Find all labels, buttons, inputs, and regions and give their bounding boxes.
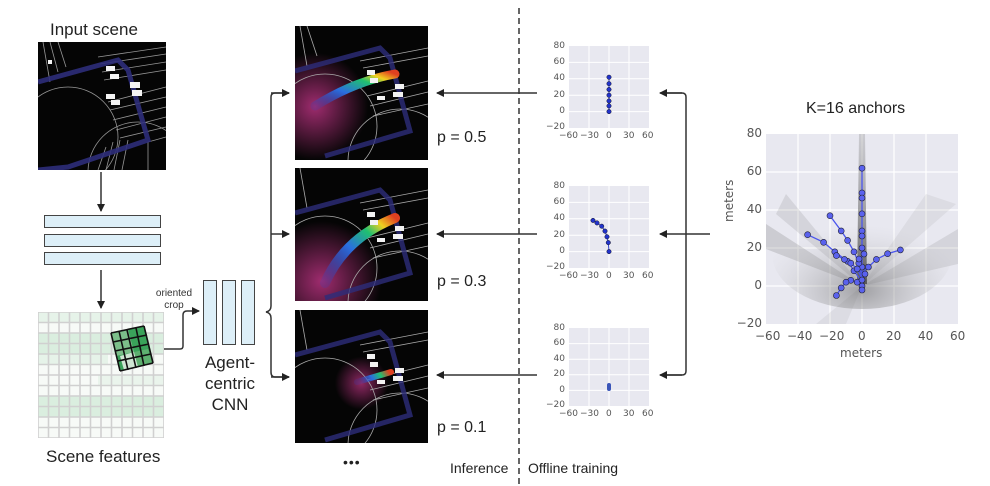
cnn-layer-2 [222,280,236,345]
anchor-plot-title: K=16 anchors [806,100,906,117]
prediction-image-3 [295,310,428,443]
ytick: −20 [736,316,762,330]
ytick: 40 [746,202,762,216]
xtick: 0 [606,409,612,419]
xtick: 30 [623,271,635,281]
anchor-overview-plot [766,134,958,324]
xtick: 60 [642,131,654,141]
xtick: −60 [559,131,578,141]
encoder-layer-1 [44,215,161,228]
cnn-label-line1: Agent- [204,353,256,372]
ytick: 0 [559,246,565,256]
inference-label: Inference [450,460,509,476]
xtick: −60 [559,409,578,419]
ytick: 0 [559,385,565,395]
xtick: −30 [580,271,599,281]
cnn-label-line3: CNN [211,395,249,414]
cnn-label: Agent- centric CNN [196,352,264,415]
cnn-label-line2: centric [204,374,256,393]
ytick: −20 [546,262,565,272]
xtick: 30 [623,131,635,141]
ytick: 40 [553,354,565,364]
encoder-layer-3 [44,252,161,265]
ytick: −20 [546,122,565,132]
offline-training-label: Offline training [528,460,619,476]
ytick: 80 [553,41,565,51]
xtick: −30 [580,131,599,141]
ytick: 40 [553,73,565,83]
input-scene-title: Input scene [50,20,138,39]
encoder-layer-2 [44,234,161,247]
anchor-plot-1-graphic [569,46,649,128]
xtick: 0 [858,329,866,343]
brace-cnn-outputs [265,92,289,378]
prediction-heatmap-3 [295,310,428,443]
xtick: 60 [642,409,654,419]
xtick: 20 [886,329,902,343]
anchor-plot-3-graphic [569,328,649,406]
anchor-plot-ticks: 80 60 40 20 0 −20 −60 −40 −20 0 20 40 60 [720,126,966,346]
prediction-image-1 [295,26,428,160]
scene-features-title: Scene features [46,447,161,466]
xtick: −60 [755,329,781,343]
arrow-crop-to-cnn [150,307,200,350]
crop-label-line2: crop [164,300,184,311]
ytick: 80 [553,323,565,333]
ytick: 0 [559,106,565,116]
anchor-plot-2 [530,178,660,288]
anchor-plot-3 [530,320,660,430]
xtick: 30 [623,409,635,419]
ytick: 60 [746,164,762,178]
ytick: 40 [553,213,565,223]
ytick: 60 [553,57,565,67]
anchor-plot-2-graphic [569,186,649,268]
ytick: 20 [746,240,762,254]
ytick: 80 [553,181,565,191]
xtick: −60 [559,271,578,281]
anchor-plot-1-ticks: 80 60 40 20 0 −20 −60 −30 0 30 60 [530,38,660,148]
crop-label-line1: oriented [155,288,193,299]
prediction-image-2 [295,168,428,301]
prediction-heatmap-1 [295,26,428,160]
prediction-heatmap-2 [295,168,428,301]
anchor-plot-3-ticks: 80 60 40 20 0 −20 −60 −30 0 30 60 [530,320,660,430]
cnn-layer-3 [241,280,255,345]
xtick: 0 [606,131,612,141]
probability-label-3: p = 0.1 [437,419,487,436]
xtick: −20 [819,329,845,343]
ytick: 60 [553,197,565,207]
probability-label-2: p = 0.3 [437,273,487,290]
anchor-plot-ylabel: meters [722,179,736,222]
ytick: 80 [746,126,762,140]
ytick: 20 [553,369,565,379]
anchor-plot-xlabel: meters [840,346,883,360]
anchor-plot-2-ticks: 80 60 40 20 0 −20 −60 −30 0 30 60 [530,178,660,288]
xtick: 60 [950,329,966,343]
ytick: 20 [553,90,565,100]
xtick: −30 [580,409,599,419]
more-ellipsis: ••• [343,454,361,470]
xtick: −40 [787,329,813,343]
oriented-crop-label: oriented crop [150,288,198,312]
cnn-layer-1 [203,280,217,345]
xtick: 40 [918,329,934,343]
road-map-graphic [38,42,166,170]
probability-label-1: p = 0.5 [437,129,487,146]
oriented-crop-patch [110,325,154,372]
xtick: 60 [642,271,654,281]
feature-grid-graphic [38,312,164,438]
input-scene-image [38,42,166,170]
xtick: 0 [606,271,612,281]
ytick: 0 [754,278,762,292]
ytick: 60 [553,338,565,348]
scene-features-grid [38,312,164,438]
anchor-plot-1 [530,38,660,148]
ytick: 20 [553,230,565,240]
ytick: −20 [546,400,565,410]
anchor-overview-graphic [766,134,958,324]
